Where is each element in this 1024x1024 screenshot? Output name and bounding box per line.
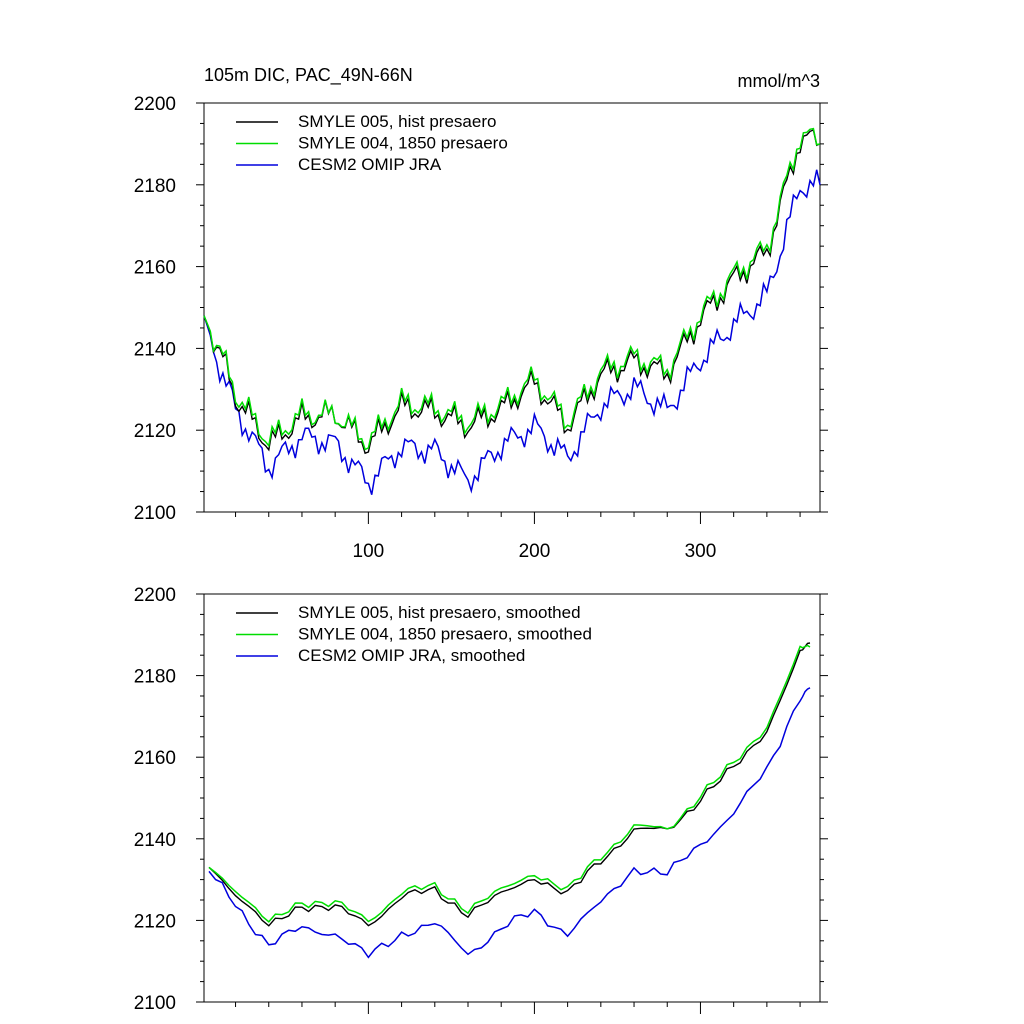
y-tick-label: 2200	[134, 585, 176, 606]
series-line-smyle004	[208, 644, 811, 923]
units-label: mmol/m^3	[738, 71, 820, 91]
x-tick-label: 200	[519, 541, 551, 562]
raw-panel: 2100 2120 2140 2160 2180 2200 100 200 300 SMYLE 0…	[134, 94, 828, 562]
series-line-smyle005	[208, 642, 811, 927]
smoothed-panel: 2100 2120 2140 2160 2180 2200 SMYLE 005, hist …	[134, 585, 828, 1014]
y-tick-label: 2100	[134, 503, 176, 524]
series-line-smyle004	[203, 127, 821, 451]
y-tick-label: 2200	[134, 94, 176, 115]
legend-label: SMYLE 005, hist presaero	[298, 112, 496, 131]
chart-title: 105m DIC, PAC_49N-66N	[204, 65, 413, 86]
series-line-omip	[208, 687, 811, 959]
x-tick-label: 100	[353, 541, 385, 562]
x-tick-label: 300	[685, 541, 717, 562]
legend-label: SMYLE 004, 1850 presaero	[298, 134, 508, 153]
legend-label: SMYLE 004, 1850 presaero, smoothed	[298, 625, 592, 644]
y-tick-label: 2140	[134, 830, 176, 851]
y-tick-label: 2120	[134, 421, 176, 442]
legend-label: CESM2 OMIP JRA, smoothed	[298, 646, 525, 665]
y-tick-label: 2160	[134, 748, 176, 769]
legend-label: SMYLE 005, hist presaero, smoothed	[298, 603, 581, 622]
legend-label: CESM2 OMIP JRA	[298, 155, 442, 174]
y-tick-label: 2100	[134, 993, 176, 1014]
y-tick-label: 2160	[134, 258, 176, 279]
y-tick-label: 2140	[134, 339, 176, 360]
y-tick-label: 2120	[134, 911, 176, 932]
series-line-omip	[203, 169, 821, 495]
y-tick-label: 2180	[134, 176, 176, 197]
y-tick-label: 2180	[134, 667, 176, 688]
series-line-smyle005	[203, 129, 821, 455]
